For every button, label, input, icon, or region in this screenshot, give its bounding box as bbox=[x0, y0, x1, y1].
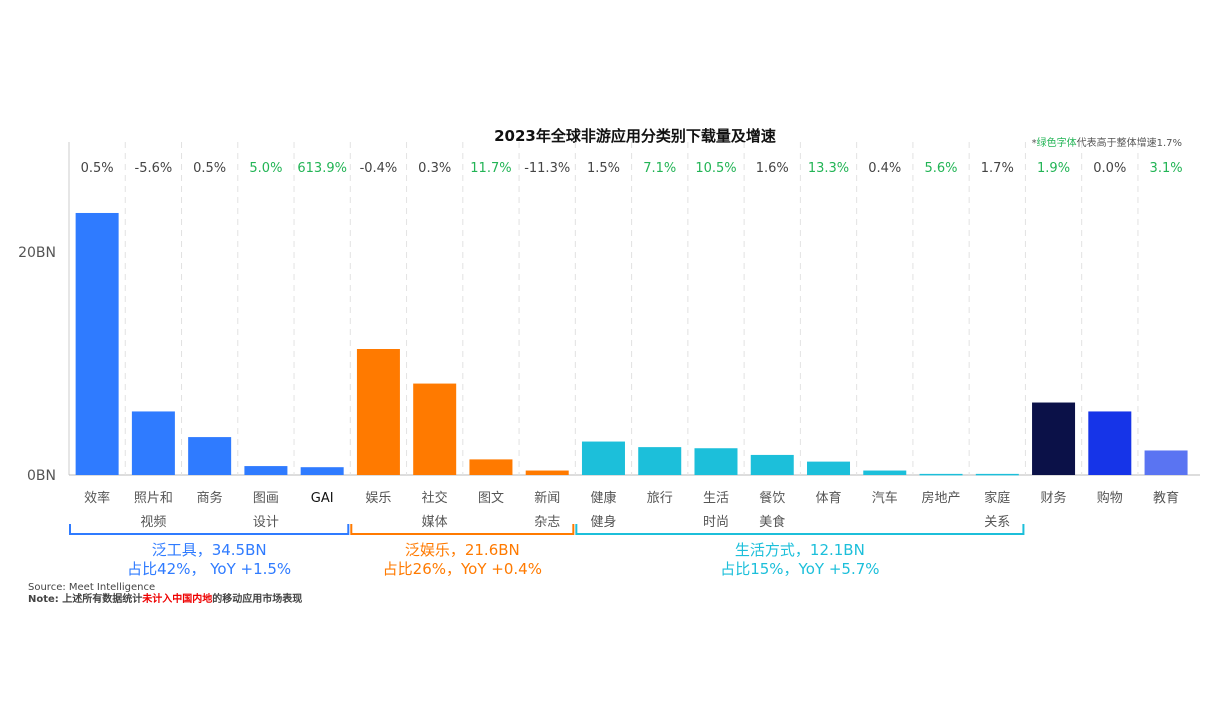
bar-图文 bbox=[469, 459, 513, 475]
group-total: 泛工具，34.5BN bbox=[151, 541, 267, 559]
x-tick-label: 娱乐 bbox=[365, 491, 391, 506]
bar-图画 bbox=[244, 466, 288, 475]
x-tick-label-line2: 设计 bbox=[253, 515, 279, 530]
x-tick-label-line2: 视频 bbox=[140, 515, 166, 530]
x-tick-label-line2: 关系 bbox=[984, 515, 1010, 530]
x-tick-label: GAI bbox=[311, 491, 334, 506]
x-tick-label: 图画 bbox=[253, 491, 279, 506]
note-suffix-text: 的移动应用市场表现 bbox=[212, 594, 303, 605]
x-tick-label: 商务 bbox=[197, 490, 223, 506]
bar-汽车 bbox=[863, 470, 907, 475]
growth-label: 1.7% bbox=[981, 161, 1014, 176]
x-tick-label: 体育 bbox=[816, 490, 842, 506]
growth-label: 1.9% bbox=[1037, 161, 1070, 176]
y-tick-label: 0BN bbox=[27, 468, 56, 484]
x-tick-label-line2: 媒体 bbox=[422, 515, 448, 530]
source-text: Source: Meet Intelligence bbox=[28, 582, 156, 593]
note-text: Note: 上述所有数据统计未计入中国内地的移动应用市场表现 bbox=[28, 594, 302, 606]
group-summary: 生活方式，12.1BN 占比15%，YoY +5.7% bbox=[576, 541, 1023, 579]
x-tick-label: 新闻 bbox=[534, 490, 560, 506]
note-green: 绿色字体 bbox=[1036, 138, 1077, 149]
bar-效率 bbox=[75, 212, 119, 475]
note-red-text: 未计入中国内地 bbox=[142, 594, 213, 605]
note-rest: 代表高于整体增速1.7% bbox=[1076, 138, 1182, 149]
footer: Source: Meet Intelligence Note: 上述所有数据统计… bbox=[28, 582, 302, 606]
x-tick-label: 旅行 bbox=[647, 491, 673, 506]
group-total: 生活方式，12.1BN bbox=[734, 541, 865, 559]
chart-title: 2023年全球非游应用分类别下载量及增速 bbox=[494, 127, 776, 145]
growth-label: 1.6% bbox=[756, 161, 789, 176]
bar-GAI bbox=[300, 467, 344, 475]
x-tick-label: 生活 bbox=[703, 491, 729, 506]
growth-label: 11.7% bbox=[470, 161, 511, 176]
bar-健康 bbox=[581, 441, 625, 475]
group-share: 占比15%，YoY +5.7% bbox=[720, 560, 880, 578]
bar-社交 bbox=[413, 383, 457, 475]
x-tick-label: 财务 bbox=[1041, 490, 1067, 506]
y-tick-label: 20BN bbox=[18, 245, 56, 261]
growth-label: -11.3% bbox=[524, 161, 570, 176]
x-tick-label-line2: 时尚 bbox=[703, 515, 729, 530]
growth-label: 13.3% bbox=[808, 161, 849, 176]
group-summary: 泛娱乐，21.6BN 占比26%，YoY +0.4% bbox=[351, 541, 573, 579]
x-tick-label-line2: 杂志 bbox=[534, 515, 560, 530]
x-tick-label: 照片和 bbox=[134, 491, 173, 506]
growth-label: 0.0% bbox=[1093, 161, 1126, 176]
growth-label: 0.4% bbox=[868, 161, 901, 176]
bar-餐饮 bbox=[750, 454, 794, 475]
growth-label: 5.6% bbox=[925, 161, 958, 176]
x-tick-label-line2: 健身 bbox=[590, 514, 616, 530]
group-share: 占比26%，YoY +0.4% bbox=[382, 560, 542, 578]
growth-label: 5.0% bbox=[249, 161, 282, 176]
note-prefix-text: Note: 上述所有数据统计 bbox=[28, 594, 143, 605]
x-tick-label: 餐饮 bbox=[759, 490, 785, 506]
bar-购物 bbox=[1088, 411, 1132, 475]
growth-label: -5.6% bbox=[135, 161, 173, 176]
x-tick-label-line2: 美食 bbox=[759, 514, 785, 530]
x-tick-label: 社交 bbox=[422, 490, 448, 506]
x-tick-label: 图文 bbox=[478, 491, 504, 506]
x-tick-label: 购物 bbox=[1097, 490, 1123, 506]
bar-商务 bbox=[188, 437, 232, 475]
bar-房地产 bbox=[919, 473, 963, 476]
x-tick-label: 效率 bbox=[84, 490, 110, 506]
growth-label: 613.9% bbox=[297, 161, 347, 176]
group-total: 泛娱乐，21.6BN bbox=[404, 541, 520, 559]
legend-note: *绿色字体代表高于整体增速1.7% bbox=[1032, 134, 1182, 149]
group-bracket bbox=[350, 524, 575, 535]
x-tick-label: 健康 bbox=[590, 490, 616, 506]
note-prefix: * bbox=[1031, 138, 1037, 149]
bar-体育 bbox=[807, 461, 851, 475]
group-bracket bbox=[575, 524, 1025, 535]
bar-娱乐 bbox=[356, 349, 400, 475]
bar-生活 bbox=[694, 448, 738, 475]
bar-旅行 bbox=[638, 447, 682, 475]
bar-新闻 bbox=[525, 470, 569, 475]
growth-label: 7.1% bbox=[643, 161, 676, 176]
x-tick-label: 房地产 bbox=[922, 490, 961, 506]
bar-教育 bbox=[1144, 450, 1188, 475]
growth-label: 3.1% bbox=[1150, 161, 1183, 176]
x-tick-label: 家庭 bbox=[984, 490, 1010, 506]
growth-label: -0.4% bbox=[360, 161, 398, 176]
growth-label: 0.5% bbox=[81, 161, 114, 176]
x-tick-label: 汽车 bbox=[872, 490, 898, 506]
growth-label: 10.5% bbox=[695, 161, 736, 176]
bar-财务 bbox=[1032, 402, 1076, 475]
growth-label: 0.3% bbox=[418, 161, 451, 176]
bar-照片和 bbox=[131, 411, 175, 475]
group-share: 占比42%， YoY +1.5% bbox=[127, 560, 292, 578]
x-tick-label: 教育 bbox=[1153, 490, 1179, 506]
bar-家庭 bbox=[975, 473, 1019, 476]
growth-label: 1.5% bbox=[587, 161, 620, 176]
growth-label: 0.5% bbox=[193, 161, 226, 176]
group-bracket bbox=[69, 524, 350, 535]
group-summary: 泛工具，34.5BN 占比42%， YoY +1.5% bbox=[70, 541, 348, 579]
